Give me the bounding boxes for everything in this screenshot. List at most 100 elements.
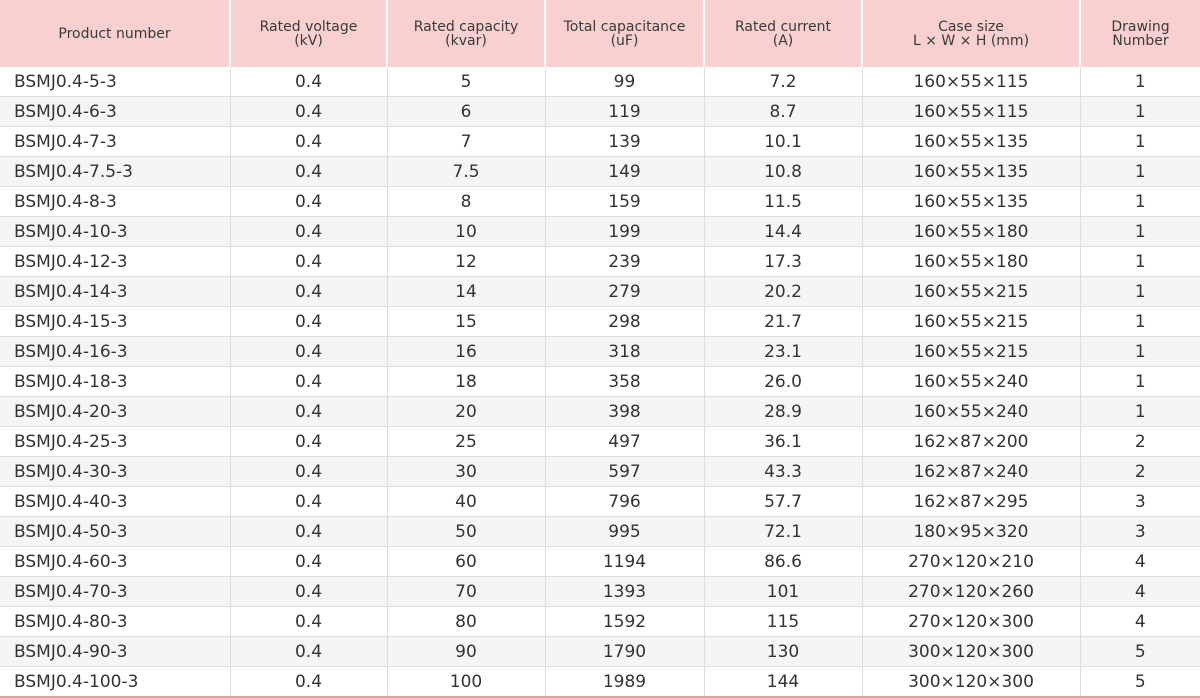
rated-voltage-cell: 0.4 <box>230 486 388 517</box>
product-number-cell: BSMJ0.4-12-3 <box>0 246 231 277</box>
drawing-number-cell: 5 <box>1080 636 1200 667</box>
rated-voltage-cell: 0.4 <box>230 67 388 97</box>
total-capacitance-cell: 298 <box>545 306 705 337</box>
rated-current-cell: 26.0 <box>704 366 863 397</box>
rated-voltage-cell: 0.4 <box>230 456 388 487</box>
drawing-number-cell: 1 <box>1080 396 1200 427</box>
drawing-number-cell: 4 <box>1080 546 1200 577</box>
rated-capacity-cell: 5 <box>387 67 546 97</box>
drawing-number-cell: 1 <box>1080 306 1200 337</box>
total-capacitance-cell: 149 <box>545 156 705 187</box>
rated-voltage-cell: 0.4 <box>230 336 388 367</box>
product-number-cell: BSMJ0.4-6-3 <box>0 96 231 127</box>
case-size-cell: 270×120×210 <box>862 546 1081 577</box>
total-capacitance-cell: 159 <box>545 186 705 217</box>
drawing-number-cell: 4 <box>1080 606 1200 637</box>
rated-capacity-cell: 18 <box>387 366 546 397</box>
case-size-cell: 160×55×215 <box>862 276 1081 307</box>
table-row: BSMJ0.4-40-3 0.4 40 796 57.7 162×87×295 3 <box>0 486 1200 517</box>
case-size-cell: 160×55×215 <box>862 336 1081 367</box>
rated-capacity-cell: 80 <box>387 606 546 637</box>
product-number-cell: BSMJ0.4-5-3 <box>0 67 231 97</box>
drawing-number-cell: 1 <box>1080 276 1200 307</box>
rated-voltage-cell: 0.4 <box>230 246 388 277</box>
rated-capacity-cell: 30 <box>387 456 546 487</box>
product-number-cell: BSMJ0.4-15-3 <box>0 306 231 337</box>
rated-current-cell: 23.1 <box>704 336 863 367</box>
case-size-cell: 162×87×240 <box>862 456 1081 487</box>
rated-voltage-cell: 0.4 <box>230 216 388 247</box>
drawing-number-cell: 5 <box>1080 666 1200 698</box>
rated-current-cell: 144 <box>704 666 863 698</box>
rated-capacity-cell: 12 <box>387 246 546 277</box>
table-row: BSMJ0.4-100-3 0.4 100 1989 144 300×120×300 5 <box>0 666 1200 698</box>
drawing-number-cell: 2 <box>1080 456 1200 487</box>
total-capacitance-cell: 1989 <box>545 666 705 698</box>
drawing-number-cell: 1 <box>1080 96 1200 127</box>
rated-capacity-cell: 40 <box>387 486 546 517</box>
table-row: BSMJ0.4-80-3 0.4 80 1592 115 270×120×300 4 <box>0 606 1200 637</box>
rated-voltage-cell: 0.4 <box>230 636 388 667</box>
table-row: BSMJ0.4-50-3 0.4 50 995 72.1 180×95×320 3 <box>0 516 1200 547</box>
case-size-cell: 270×120×300 <box>862 606 1081 637</box>
drawing-number-cell: 3 <box>1080 486 1200 517</box>
table-row: BSMJ0.4-25-3 0.4 25 497 36.1 162×87×200 2 <box>0 426 1200 457</box>
product-number-cell: BSMJ0.4-7.5-3 <box>0 156 231 187</box>
case-size-cell: 160×55×240 <box>862 366 1081 397</box>
product-number-cell: BSMJ0.4-7-3 <box>0 126 231 157</box>
table-row: BSMJ0.4-12-3 0.4 12 239 17.3 160×55×180 1 <box>0 246 1200 277</box>
rated-voltage-cell: 0.4 <box>230 546 388 577</box>
rated-capacity-cell: 25 <box>387 426 546 457</box>
table-row: BSMJ0.4-10-3 0.4 10 199 14.4 160×55×180 1 <box>0 216 1200 247</box>
header-total-capacitance: Total capacitance (uF) <box>545 0 705 67</box>
drawing-number-cell: 1 <box>1080 156 1200 187</box>
rated-current-cell: 10.1 <box>704 126 863 157</box>
total-capacitance-cell: 1790 <box>545 636 705 667</box>
total-capacitance-cell: 1393 <box>545 576 705 607</box>
rated-capacity-cell: 10 <box>387 216 546 247</box>
rated-voltage-cell: 0.4 <box>230 186 388 217</box>
rated-capacity-cell: 7.5 <box>387 156 546 187</box>
table-header-row: Product number Rated voltage (kV) Rated c… <box>0 0 1200 67</box>
total-capacitance-cell: 199 <box>545 216 705 247</box>
drawing-number-cell: 1 <box>1080 336 1200 367</box>
total-capacitance-cell: 398 <box>545 396 705 427</box>
product-number-cell: BSMJ0.4-100-3 <box>0 666 231 698</box>
header-label: Total capacitance <box>563 18 686 35</box>
rated-current-cell: 43.3 <box>704 456 863 487</box>
rated-current-cell: 14.4 <box>704 216 863 247</box>
rated-current-cell: 72.1 <box>704 516 863 547</box>
case-size-cell: 160×55×115 <box>862 96 1081 127</box>
rated-voltage-cell: 0.4 <box>230 276 388 307</box>
rated-voltage-cell: 0.4 <box>230 396 388 427</box>
rated-voltage-cell: 0.4 <box>230 126 388 157</box>
header-label: Product number <box>58 25 171 42</box>
header-unit: (kV) <box>294 32 323 49</box>
drawing-number-cell: 4 <box>1080 576 1200 607</box>
product-number-cell: BSMJ0.4-14-3 <box>0 276 231 307</box>
total-capacitance-cell: 1592 <box>545 606 705 637</box>
product-number-cell: BSMJ0.4-25-3 <box>0 426 231 457</box>
case-size-cell: 160×55×135 <box>862 156 1081 187</box>
drawing-number-cell: 1 <box>1080 186 1200 217</box>
header-unit: (kvar) <box>445 32 487 49</box>
total-capacitance-cell: 239 <box>545 246 705 277</box>
rated-current-cell: 7.2 <box>704 67 863 97</box>
rated-voltage-cell: 0.4 <box>230 576 388 607</box>
case-size-cell: 160×55×135 <box>862 126 1081 157</box>
table-row: BSMJ0.4-5-3 0.4 5 99 7.2 160×55×115 1 <box>0 67 1200 97</box>
table-row: BSMJ0.4-8-3 0.4 8 159 11.5 160×55×135 1 <box>0 186 1200 217</box>
drawing-number-cell: 3 <box>1080 516 1200 547</box>
total-capacitance-cell: 796 <box>545 486 705 517</box>
rated-voltage-cell: 0.4 <box>230 96 388 127</box>
drawing-number-cell: 1 <box>1080 366 1200 397</box>
rated-current-cell: 20.2 <box>704 276 863 307</box>
case-size-cell: 162×87×200 <box>862 426 1081 457</box>
header-unit: L × W × H (mm) <box>912 32 1030 49</box>
header-label: Drawing <box>1111 18 1170 35</box>
case-size-cell: 180×95×320 <box>862 516 1081 547</box>
table-body: BSMJ0.4-5-3 0.4 5 99 7.2 160×55×115 1 BSMJ0.4-6… <box>0 67 1200 698</box>
rated-capacity-cell: 15 <box>387 306 546 337</box>
product-number-cell: BSMJ0.4-18-3 <box>0 366 231 397</box>
